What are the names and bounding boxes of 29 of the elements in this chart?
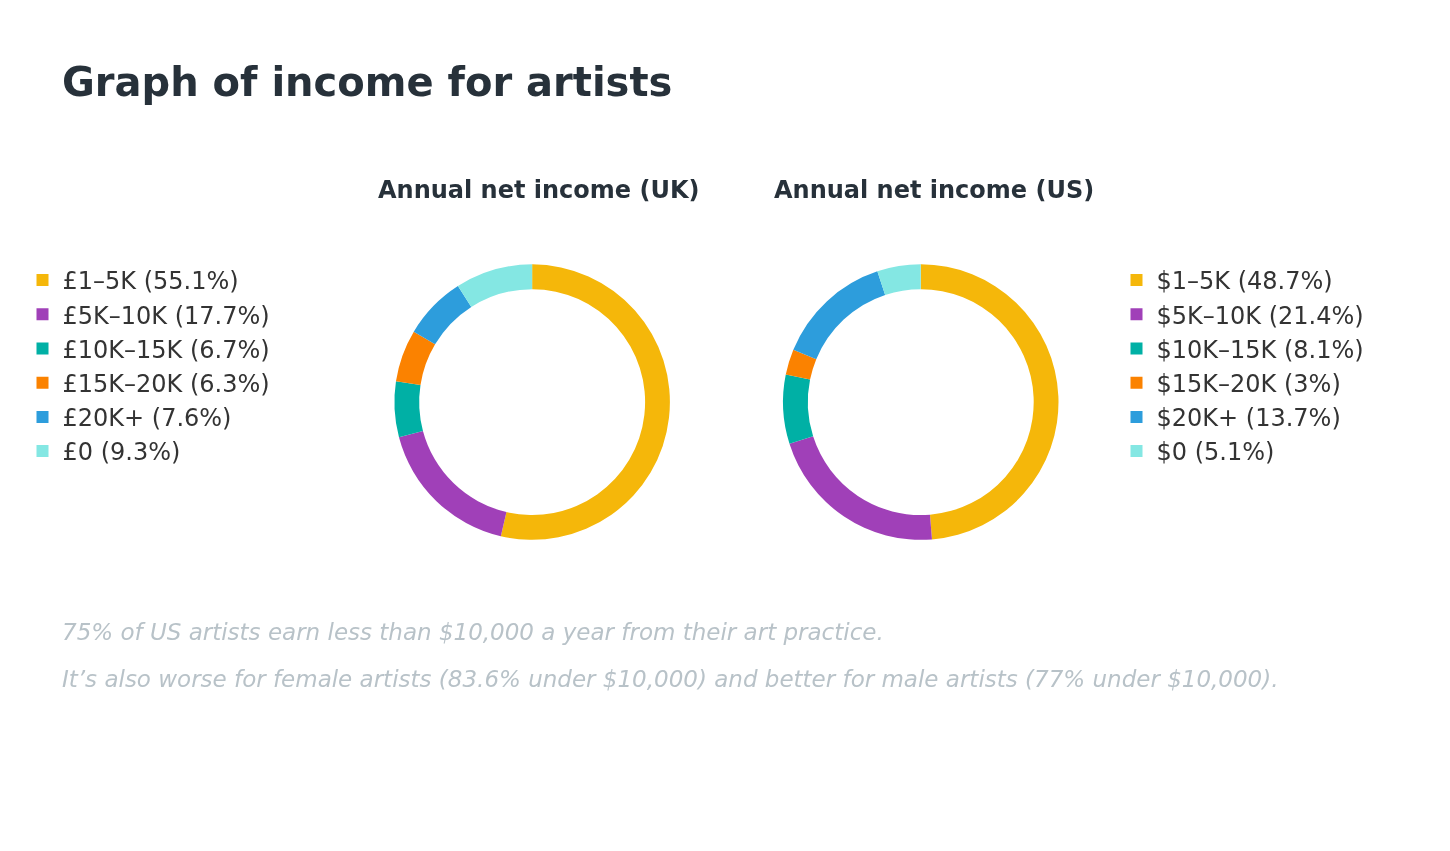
- legend-label: £1–5K (55.1%): [62, 267, 239, 296]
- donut-slice: [920, 264, 1059, 540]
- donut-slice: [395, 331, 436, 386]
- donut-slice: [793, 271, 886, 360]
- text: It’s also worse for female artists (83.6% under $10,000) and better for male artists (77% under $10,000).: [62, 666, 1279, 692]
- donut-slice: [394, 381, 423, 438]
- legend-label: £15K–20K (6.3%): [62, 370, 270, 399]
- chart-subtitle: Annual net income (UK): [378, 176, 700, 204]
- chart-subtitle: Annual net income (US): [774, 176, 1095, 204]
- text: 75% of US artists earn less than $10,000 a year from their art practice.: [62, 619, 884, 645]
- chart-title: Graph of income for artists: [62, 59, 673, 105]
- legend-label: $20K+ (13.7%): [1156, 404, 1341, 433]
- legend-label: $1–5K (48.7%): [1156, 267, 1333, 296]
- donut-slice: [457, 264, 533, 307]
- legend-label: £0 (9.3%): [62, 438, 181, 467]
- legend-label: £20K+ (7.6%): [62, 404, 232, 433]
- donut-slice: [785, 349, 817, 380]
- donut-slice: [877, 264, 921, 295]
- legend-label: £5K–10K (17.7%): [62, 301, 270, 330]
- legend-label: $5K–10K (21.4%): [1156, 301, 1364, 330]
- legend-label: £10K–15K (6.7%): [62, 335, 270, 364]
- donut-slice: [413, 286, 472, 345]
- legend-label: $15K–20K (3%): [1156, 370, 1341, 399]
- legend-label: $0 (5.1%): [1156, 438, 1275, 467]
- donut-slice: [398, 430, 507, 537]
- donut-slice: [783, 374, 814, 444]
- donut-slice: [500, 264, 670, 540]
- legend-label: $10K–15K (8.1%): [1156, 335, 1364, 364]
- donut-slice: [789, 436, 932, 540]
